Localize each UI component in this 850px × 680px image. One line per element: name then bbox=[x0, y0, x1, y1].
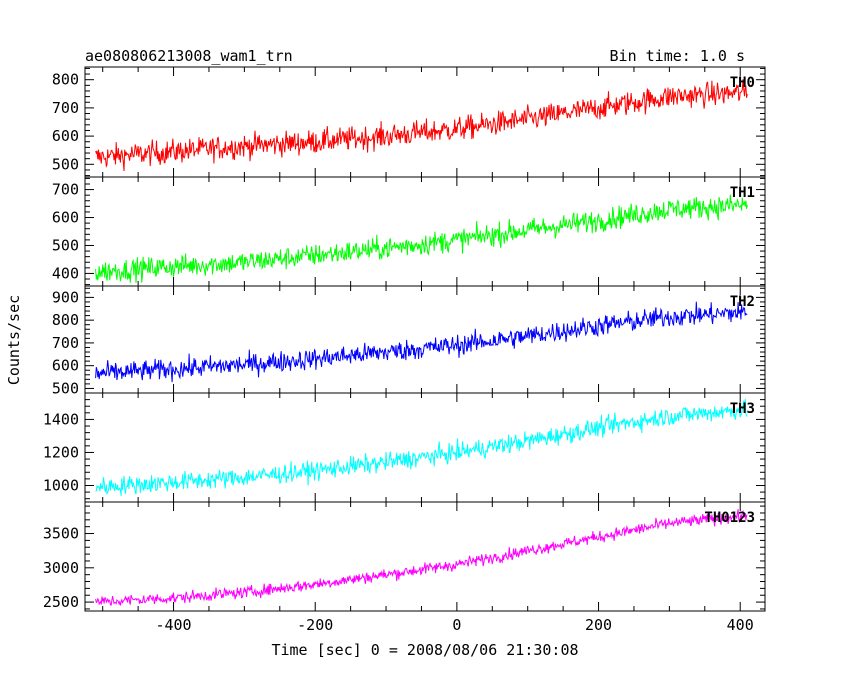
y-tick-label: 400 bbox=[52, 264, 79, 282]
y-tick-label: 500 bbox=[52, 236, 79, 254]
x-tick-label: 400 bbox=[727, 616, 754, 634]
series-line-th2 bbox=[95, 301, 748, 383]
series-name-label: TH0 bbox=[730, 75, 755, 91]
series-line-th0 bbox=[95, 79, 748, 172]
series-name-label: TH2 bbox=[730, 294, 755, 310]
x-axis-label: Time [sec] 0 = 2008/08/06 21:30:08 bbox=[271, 641, 578, 659]
series-name-label: TH0123 bbox=[704, 510, 755, 526]
y-tick-label: 1000 bbox=[43, 476, 79, 494]
panel-frame bbox=[84, 285, 766, 394]
panel-th2: 500 600 700 800 900 TH2 bbox=[52, 285, 766, 397]
panel-frame bbox=[84, 176, 766, 287]
panels-group: 500 600 700 800 TH0 400 500 600 700 TH1 500 600 700 8… bbox=[43, 66, 766, 612]
y-tick-label: 600 bbox=[52, 357, 79, 375]
panel-th3: 1000 1200 1400 TH3 bbox=[43, 392, 766, 503]
y-tick-label: 700 bbox=[52, 99, 79, 117]
y-tick-label: 800 bbox=[52, 311, 79, 329]
panel-th1: 400 500 600 700 TH1 bbox=[52, 176, 766, 287]
y-tick-label: 2500 bbox=[43, 593, 79, 611]
panel-frame bbox=[84, 501, 766, 612]
figure-title: ae080806213008_wam1_trn bbox=[85, 47, 293, 65]
panel-frame bbox=[84, 66, 766, 178]
y-tick-label: 700 bbox=[52, 334, 79, 352]
series-line-th1 bbox=[95, 194, 748, 283]
x-axis: -400 -200 0 200 400 bbox=[155, 616, 753, 634]
series-line-th0123 bbox=[95, 509, 748, 606]
panel-th0123: 2500 3000 3500 TH0123 bbox=[43, 501, 766, 612]
series-line-th3 bbox=[95, 398, 748, 496]
y-tick-label: 3500 bbox=[43, 525, 79, 543]
x-tick-label: 0 bbox=[452, 616, 461, 634]
y-tick-label: 500 bbox=[52, 379, 79, 397]
series-name-label: TH3 bbox=[730, 401, 755, 417]
y-tick-label: 1400 bbox=[43, 410, 79, 428]
x-tick-label: -400 bbox=[155, 616, 191, 634]
y-tick-label: 600 bbox=[52, 127, 79, 145]
x-tick-label: -200 bbox=[297, 616, 333, 634]
y-tick-label: 600 bbox=[52, 209, 79, 227]
y-tick-label: 900 bbox=[52, 288, 79, 306]
bin-time-label: Bin time: 1.0 s bbox=[610, 47, 745, 65]
y-tick-label: 800 bbox=[52, 71, 79, 89]
panel-th0: 500 600 700 800 TH0 bbox=[52, 66, 766, 178]
series-name-label: TH1 bbox=[730, 185, 755, 201]
y-tick-label: 3000 bbox=[43, 559, 79, 577]
x-tick-label: 200 bbox=[585, 616, 612, 634]
y-axis-label: Counts/sec bbox=[5, 295, 23, 385]
y-tick-label: 1200 bbox=[43, 443, 79, 461]
y-tick-label: 700 bbox=[52, 181, 79, 199]
y-tick-label: 500 bbox=[52, 155, 79, 173]
